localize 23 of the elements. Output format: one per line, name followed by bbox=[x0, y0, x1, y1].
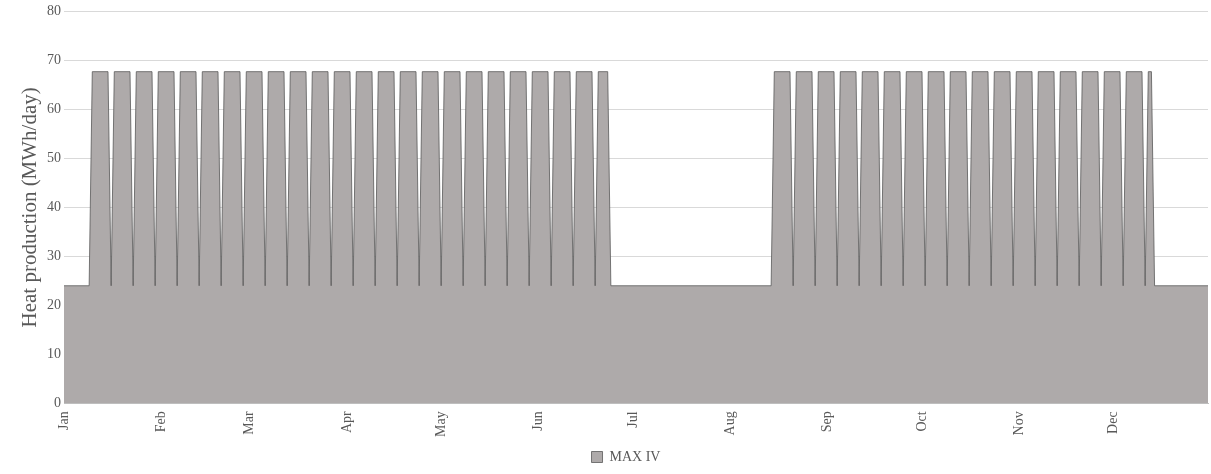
x-tick-label: Jan bbox=[55, 411, 71, 431]
x-tick-label: Apr bbox=[338, 411, 354, 434]
x-tick-label: Jul bbox=[624, 411, 640, 428]
y-tick-label: 10 bbox=[47, 346, 61, 362]
y-tick-label: 0 bbox=[54, 395, 61, 411]
y-axis-title: Heat production (MWh/day) bbox=[16, 87, 41, 328]
y-tick-label: 50 bbox=[47, 150, 61, 166]
x-tick-label: Nov bbox=[1011, 411, 1027, 436]
x-tick-label: Oct bbox=[913, 411, 929, 432]
x-tick-label: Sep bbox=[819, 411, 835, 433]
x-tick-label: Aug bbox=[721, 411, 737, 436]
y-tick-label: 40 bbox=[47, 199, 61, 215]
legend-label: MAX IV bbox=[609, 448, 661, 464]
x-tick-label: May bbox=[432, 411, 448, 438]
y-tick-label: 30 bbox=[47, 248, 61, 264]
x-tick-label: Jun bbox=[530, 411, 546, 431]
y-tick-label: 80 bbox=[47, 3, 61, 19]
x-tick-label: Dec bbox=[1105, 411, 1121, 434]
y-tick-label: 60 bbox=[47, 101, 61, 117]
y-tick-label: 20 bbox=[47, 297, 61, 313]
x-tick-label: Mar bbox=[241, 411, 257, 435]
y-tick-label: 70 bbox=[47, 52, 61, 68]
x-tick-label: Feb bbox=[153, 411, 169, 433]
